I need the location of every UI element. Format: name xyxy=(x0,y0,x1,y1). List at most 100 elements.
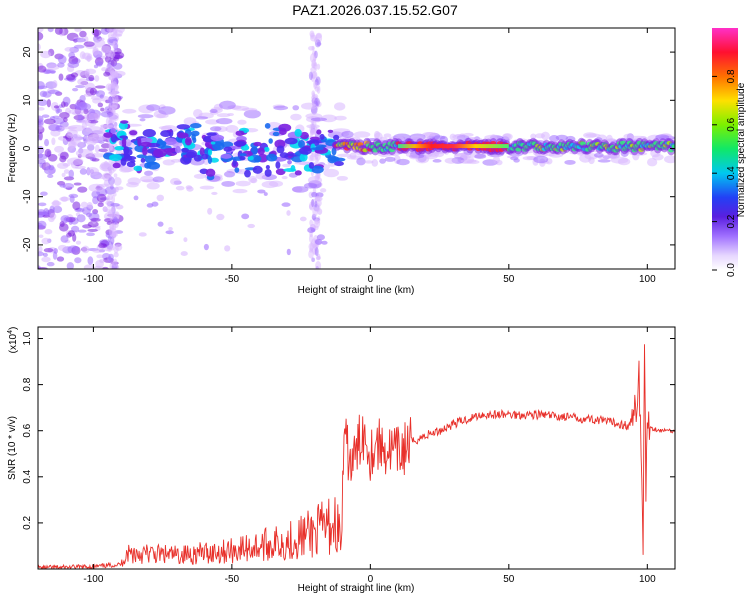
heatmap-cell xyxy=(664,155,675,164)
heatmap-cell xyxy=(52,80,58,89)
heatmap-cell xyxy=(38,85,48,90)
heatmap-cell xyxy=(112,227,117,238)
heatmap-cell xyxy=(484,134,503,140)
heatmap-xtick-label: 50 xyxy=(503,274,515,285)
heatmap-cell xyxy=(90,95,102,101)
heatmap-cell xyxy=(334,115,347,121)
heatmap-cell xyxy=(123,146,130,155)
heatmap-cell xyxy=(40,191,48,196)
heatmap-xtick-label: -50 xyxy=(225,274,240,285)
heatmap-cell xyxy=(309,53,317,63)
heatmap-cell xyxy=(314,97,320,107)
heatmap-cell xyxy=(237,119,247,125)
heatmap-cell xyxy=(41,256,51,263)
heatmap-cell xyxy=(175,146,181,154)
heatmap-cell xyxy=(170,177,181,186)
heatmap-cell xyxy=(110,82,116,89)
heatmap-cell xyxy=(47,28,54,33)
heatmap-cell xyxy=(454,153,470,157)
heatmap-cell xyxy=(93,28,99,38)
heatmap-cell xyxy=(38,246,43,253)
heatmap-cell xyxy=(43,248,54,253)
heatmap-cell xyxy=(334,161,344,167)
heatmap-cell xyxy=(315,260,322,269)
snr-frame xyxy=(37,326,676,570)
heatmap-ytick-label: -20 xyxy=(22,237,33,252)
heatmap-cell xyxy=(153,148,168,158)
heatmap-cell xyxy=(106,202,112,208)
heatmap-cell xyxy=(103,71,111,77)
snr-ytick-label: 0.4 xyxy=(22,469,33,483)
heatmap-cell xyxy=(63,169,70,174)
heatmap-cell xyxy=(100,107,105,112)
snr-xtick-label: 50 xyxy=(503,574,515,585)
heatmap-cell xyxy=(75,102,92,111)
heatmap-cell xyxy=(432,159,442,163)
heatmap-cell xyxy=(311,199,315,208)
heatmap-cell xyxy=(108,117,116,124)
heatmap-cell xyxy=(72,201,81,210)
heatmap-cell xyxy=(67,230,75,237)
heatmap-cell xyxy=(212,141,225,151)
heatmap-cell xyxy=(108,102,112,111)
heatmap-cell xyxy=(223,171,236,178)
heatmap-cell xyxy=(315,144,327,148)
heatmap-cell xyxy=(291,186,309,193)
heatmap-cell xyxy=(268,180,284,187)
heatmap-cell xyxy=(108,74,115,81)
heatmap-cell xyxy=(265,164,270,170)
heatmap-cell xyxy=(240,144,250,151)
heatmap-cell xyxy=(54,145,65,153)
colorbar xyxy=(712,28,738,270)
heatmap-cell xyxy=(207,207,213,215)
heatmap-cell xyxy=(646,157,658,167)
heatmap-cell xyxy=(146,104,161,111)
heatmap-cell xyxy=(38,134,41,141)
heatmap-cell xyxy=(94,174,113,179)
heatmap-cell xyxy=(223,146,233,152)
heatmap-cell xyxy=(168,226,173,231)
heatmap-cell xyxy=(244,169,251,178)
heatmap-cell xyxy=(250,177,258,184)
heatmap-cell xyxy=(264,146,270,152)
heatmap-cell xyxy=(313,36,319,44)
heatmap-cell xyxy=(299,153,308,162)
heatmap-cell xyxy=(108,255,112,263)
heatmap-cell xyxy=(310,147,324,151)
heatmap-cell xyxy=(284,137,298,145)
heatmap-cell xyxy=(113,252,119,258)
heatmap-cell xyxy=(90,217,101,222)
heatmap-cell xyxy=(100,143,111,149)
heatmap-cell xyxy=(235,180,251,187)
heatmap-cell xyxy=(73,44,85,49)
heatmap-ytick-label: 10 xyxy=(22,94,33,106)
heatmap-cell xyxy=(95,61,103,67)
heatmap-cell xyxy=(300,131,309,140)
heatmap-cell xyxy=(120,158,127,166)
heatmap-cell xyxy=(42,252,48,258)
heatmap-area xyxy=(38,28,675,269)
heatmap-cell xyxy=(652,153,664,161)
heatmap-cell xyxy=(327,129,334,133)
heatmap-cell xyxy=(286,210,291,216)
heatmap-cell xyxy=(243,109,261,119)
heatmap-cell xyxy=(316,234,325,241)
heatmap-cell xyxy=(80,201,88,209)
snr-xtick-label: -50 xyxy=(225,574,240,585)
heatmap-cell xyxy=(282,163,291,168)
heatmap-cell xyxy=(88,74,95,82)
heatmap-cell xyxy=(319,133,325,140)
heatmap-cell xyxy=(210,134,225,141)
heatmap-cell xyxy=(87,256,94,265)
heatmap-cell xyxy=(44,138,50,147)
heatmap-cell xyxy=(257,189,266,194)
heatmap-cell xyxy=(306,124,320,129)
heatmap-xtick-label: -100 xyxy=(83,274,103,285)
heatmap-cell xyxy=(107,87,112,92)
heatmap-cell xyxy=(86,167,100,176)
heatmap-cell xyxy=(89,87,97,96)
heatmap-cell xyxy=(83,41,95,47)
heatmap-cell xyxy=(59,196,70,202)
heatmap-cell xyxy=(112,218,120,222)
heatmap-cell xyxy=(120,120,129,124)
